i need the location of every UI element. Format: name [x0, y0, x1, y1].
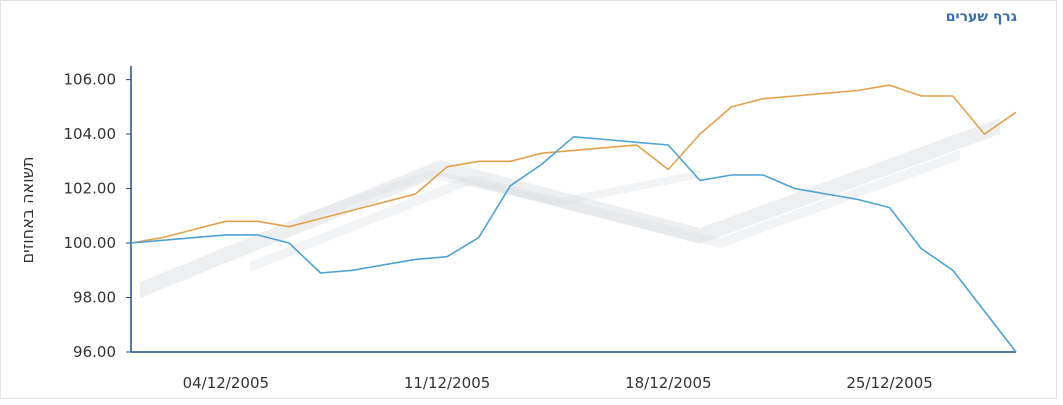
axes: [130, 66, 1016, 353]
series-line-2: [130, 136, 1017, 353]
x-tick-label: 25/12/2005: [846, 374, 932, 392]
watermark-ribbon: [140, 118, 1000, 298]
y-tick-label: 104.00: [64, 125, 117, 143]
watermark-layer: [140, 118, 1000, 298]
series-line-1: [130, 84, 1017, 244]
y-tick-label: 96.00: [73, 343, 116, 361]
y-tick-label: 102.00: [64, 180, 117, 198]
watermark-ribbon: [300, 170, 700, 223]
series-lines: [130, 84, 1017, 353]
x-tick-label: 11/12/2005: [404, 374, 490, 392]
y-tick-label: 98.00: [73, 289, 116, 307]
y-tick-label: 106.00: [64, 71, 117, 89]
y-ticks: 96.00 98.00 100.00 102.00 104.00 106.00: [64, 71, 131, 361]
x-tick-label: 18/12/2005: [625, 374, 711, 392]
y-tick-label: 100.00: [64, 234, 117, 252]
chart-frame: [0, 0, 1057, 399]
page-title: גרף שערים: [945, 9, 1017, 25]
y-axis-title: תשואה באחוזים: [18, 157, 37, 264]
x-ticks: 04/12/2005 11/12/2005 18/12/2005 25/12/2005: [183, 374, 933, 392]
x-tick-label: 04/12/2005: [183, 374, 269, 392]
watermark-ribbon: [250, 150, 960, 272]
